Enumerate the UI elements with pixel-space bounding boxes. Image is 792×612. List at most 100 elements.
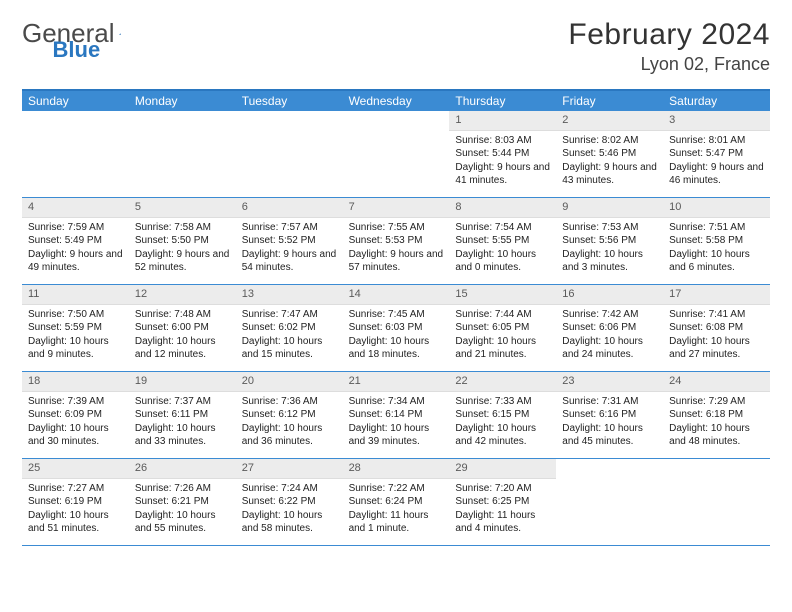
sunrise-text: Sunrise: 7:31 AM: [562, 395, 657, 409]
calendar-cell: 28Sunrise: 7:22 AMSunset: 6:24 PMDayligh…: [343, 459, 450, 545]
calendar-cell: 3Sunrise: 8:01 AMSunset: 5:47 PMDaylight…: [663, 111, 770, 197]
calendar-cell: 12Sunrise: 7:48 AMSunset: 6:00 PMDayligh…: [129, 285, 236, 371]
daylight-text: Daylight: 10 hours and 9 minutes.: [28, 335, 123, 362]
cell-body: [236, 131, 343, 139]
daylight-text: Daylight: 10 hours and 6 minutes.: [669, 248, 764, 275]
calendar-cell: 23Sunrise: 7:31 AMSunset: 6:16 PMDayligh…: [556, 372, 663, 458]
cell-body: Sunrise: 7:48 AMSunset: 6:00 PMDaylight:…: [129, 305, 236, 367]
sunset-text: Sunset: 5:53 PM: [349, 234, 444, 248]
sunset-text: Sunset: 5:55 PM: [455, 234, 550, 248]
day-number: 12: [129, 285, 236, 305]
day-number: 19: [129, 372, 236, 392]
day-number: 16: [556, 285, 663, 305]
cell-body: Sunrise: 7:47 AMSunset: 6:02 PMDaylight:…: [236, 305, 343, 367]
day-number: 7: [343, 198, 450, 218]
daylight-text: Daylight: 10 hours and 24 minutes.: [562, 335, 657, 362]
cell-body: Sunrise: 7:54 AMSunset: 5:55 PMDaylight:…: [449, 218, 556, 280]
day-number: 25: [22, 459, 129, 479]
day-number: 26: [129, 459, 236, 479]
day-number: 14: [343, 285, 450, 305]
daylight-text: Daylight: 10 hours and 39 minutes.: [349, 422, 444, 449]
calendar-cell: 29Sunrise: 7:20 AMSunset: 6:25 PMDayligh…: [449, 459, 556, 545]
daylight-text: Daylight: 9 hours and 43 minutes.: [562, 161, 657, 188]
sunrise-text: Sunrise: 8:03 AM: [455, 134, 550, 148]
daylight-text: Daylight: 10 hours and 18 minutes.: [349, 335, 444, 362]
daylight-text: Daylight: 10 hours and 15 minutes.: [242, 335, 337, 362]
cell-body: Sunrise: 7:39 AMSunset: 6:09 PMDaylight:…: [22, 392, 129, 454]
calendar-cell: 10Sunrise: 7:51 AMSunset: 5:58 PMDayligh…: [663, 198, 770, 284]
calendar-cell: 25Sunrise: 7:27 AMSunset: 6:19 PMDayligh…: [22, 459, 129, 545]
sunrise-text: Sunrise: 7:33 AM: [455, 395, 550, 409]
calendar-cell: 27Sunrise: 7:24 AMSunset: 6:22 PMDayligh…: [236, 459, 343, 545]
day-number: 21: [343, 372, 450, 392]
calendar-cell-empty: [236, 111, 343, 197]
week-row: 11Sunrise: 7:50 AMSunset: 5:59 PMDayligh…: [22, 285, 770, 372]
sunset-text: Sunset: 6:21 PM: [135, 495, 230, 509]
day-header-cell: Thursday: [449, 91, 556, 111]
calendar-cell: 9Sunrise: 7:53 AMSunset: 5:56 PMDaylight…: [556, 198, 663, 284]
cell-body: Sunrise: 7:27 AMSunset: 6:19 PMDaylight:…: [22, 479, 129, 541]
cell-body: Sunrise: 7:42 AMSunset: 6:06 PMDaylight:…: [556, 305, 663, 367]
day-number: 18: [22, 372, 129, 392]
calendar-cell: 4Sunrise: 7:59 AMSunset: 5:49 PMDaylight…: [22, 198, 129, 284]
day-header-cell: Tuesday: [236, 91, 343, 111]
day-number: 17: [663, 285, 770, 305]
sunset-text: Sunset: 6:09 PM: [28, 408, 123, 422]
sunrise-text: Sunrise: 7:39 AM: [28, 395, 123, 409]
cell-body: Sunrise: 7:41 AMSunset: 6:08 PMDaylight:…: [663, 305, 770, 367]
calendar-cell: 7Sunrise: 7:55 AMSunset: 5:53 PMDaylight…: [343, 198, 450, 284]
sunrise-text: Sunrise: 7:22 AM: [349, 482, 444, 496]
logo-mark-icon: [119, 23, 122, 45]
cell-body: Sunrise: 7:36 AMSunset: 6:12 PMDaylight:…: [236, 392, 343, 454]
sunrise-text: Sunrise: 7:29 AM: [669, 395, 764, 409]
daylight-text: Daylight: 11 hours and 1 minute.: [349, 509, 444, 536]
day-header-row: SundayMondayTuesdayWednesdayThursdayFrid…: [22, 91, 770, 111]
day-header-cell: Wednesday: [343, 91, 450, 111]
calendar-cell: 13Sunrise: 7:47 AMSunset: 6:02 PMDayligh…: [236, 285, 343, 371]
calendar-cell: 2Sunrise: 8:02 AMSunset: 5:46 PMDaylight…: [556, 111, 663, 197]
day-number: 5: [129, 198, 236, 218]
cell-body: Sunrise: 7:37 AMSunset: 6:11 PMDaylight:…: [129, 392, 236, 454]
title-block: February 2024 Lyon 02, France: [568, 18, 770, 75]
calendar-cell: 11Sunrise: 7:50 AMSunset: 5:59 PMDayligh…: [22, 285, 129, 371]
calendar-cell: 8Sunrise: 7:54 AMSunset: 5:55 PMDaylight…: [449, 198, 556, 284]
cell-body: Sunrise: 7:22 AMSunset: 6:24 PMDaylight:…: [343, 479, 450, 541]
daylight-text: Daylight: 9 hours and 52 minutes.: [135, 248, 230, 275]
sunset-text: Sunset: 6:06 PM: [562, 321, 657, 335]
cell-body: Sunrise: 7:44 AMSunset: 6:05 PMDaylight:…: [449, 305, 556, 367]
daylight-text: Daylight: 10 hours and 30 minutes.: [28, 422, 123, 449]
sunrise-text: Sunrise: 7:55 AM: [349, 221, 444, 235]
daylight-text: Daylight: 10 hours and 3 minutes.: [562, 248, 657, 275]
calendar-cell: 15Sunrise: 7:44 AMSunset: 6:05 PMDayligh…: [449, 285, 556, 371]
sunrise-text: Sunrise: 7:45 AM: [349, 308, 444, 322]
day-number: 9: [556, 198, 663, 218]
sunrise-text: Sunrise: 7:50 AM: [28, 308, 123, 322]
sunset-text: Sunset: 6:00 PM: [135, 321, 230, 335]
day-number: 22: [449, 372, 556, 392]
sunrise-text: Sunrise: 7:41 AM: [669, 308, 764, 322]
sunset-text: Sunset: 5:47 PM: [669, 147, 764, 161]
daylight-text: Daylight: 9 hours and 46 minutes.: [669, 161, 764, 188]
sunset-text: Sunset: 5:59 PM: [28, 321, 123, 335]
sunset-text: Sunset: 6:24 PM: [349, 495, 444, 509]
cell-body: Sunrise: 7:50 AMSunset: 5:59 PMDaylight:…: [22, 305, 129, 367]
sunrise-text: Sunrise: 7:59 AM: [28, 221, 123, 235]
day-header-cell: Saturday: [663, 91, 770, 111]
daylight-text: Daylight: 10 hours and 21 minutes.: [455, 335, 550, 362]
sunset-text: Sunset: 5:49 PM: [28, 234, 123, 248]
day-number: 10: [663, 198, 770, 218]
cell-body: [22, 131, 129, 139]
day-header-cell: Sunday: [22, 91, 129, 111]
calendar: SundayMondayTuesdayWednesdayThursdayFrid…: [22, 89, 770, 546]
cell-body: [663, 479, 770, 487]
sunrise-text: Sunrise: 7:48 AM: [135, 308, 230, 322]
cell-body: Sunrise: 7:59 AMSunset: 5:49 PMDaylight:…: [22, 218, 129, 280]
sunset-text: Sunset: 6:16 PM: [562, 408, 657, 422]
day-number: 1: [449, 111, 556, 131]
sunrise-text: Sunrise: 7:58 AM: [135, 221, 230, 235]
sunrise-text: Sunrise: 7:53 AM: [562, 221, 657, 235]
sunrise-text: Sunrise: 7:42 AM: [562, 308, 657, 322]
sunrise-text: Sunrise: 7:20 AM: [455, 482, 550, 496]
daylight-text: Daylight: 9 hours and 49 minutes.: [28, 248, 123, 275]
sunset-text: Sunset: 6:18 PM: [669, 408, 764, 422]
